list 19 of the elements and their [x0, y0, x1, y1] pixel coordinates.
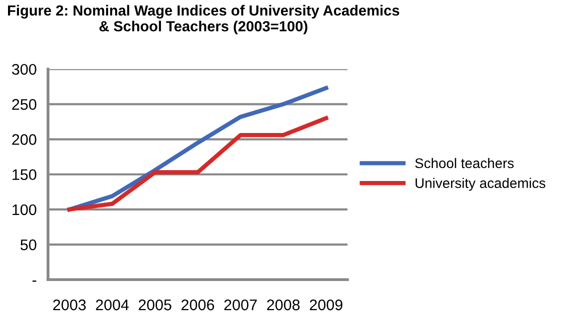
legend-label: University academics [416, 178, 546, 191]
y-tick-label: 250 [12, 99, 36, 110]
x-tick-label: 2005 [138, 300, 172, 310]
line-series [67, 86, 328, 212]
y-tick-label: 300 [12, 64, 36, 75]
y-tick-label: 150 [12, 169, 36, 180]
y-tick-label: 50 [20, 239, 36, 250]
legend-label: School teachers [415, 158, 514, 168]
x-tick-label: 2004 [96, 300, 129, 310]
x-tick-label: 2007 [224, 300, 257, 310]
y-tick-label: 100 [12, 204, 36, 216]
x-tick-label: 2006 [182, 300, 214, 310]
x-tick-label: 2009 [310, 300, 342, 310]
line-series [67, 116, 328, 212]
y-tick-label: 200 [12, 134, 36, 145]
y-tick-label: - [32, 280, 36, 282]
x-tick-label: 2008 [267, 300, 300, 310]
x-tick-label: 2003 [53, 300, 86, 310]
chart-title: Figure 2: Nominal Wage Indices of University Academics & School Teachers (2003=100) [8, 4, 400, 34]
